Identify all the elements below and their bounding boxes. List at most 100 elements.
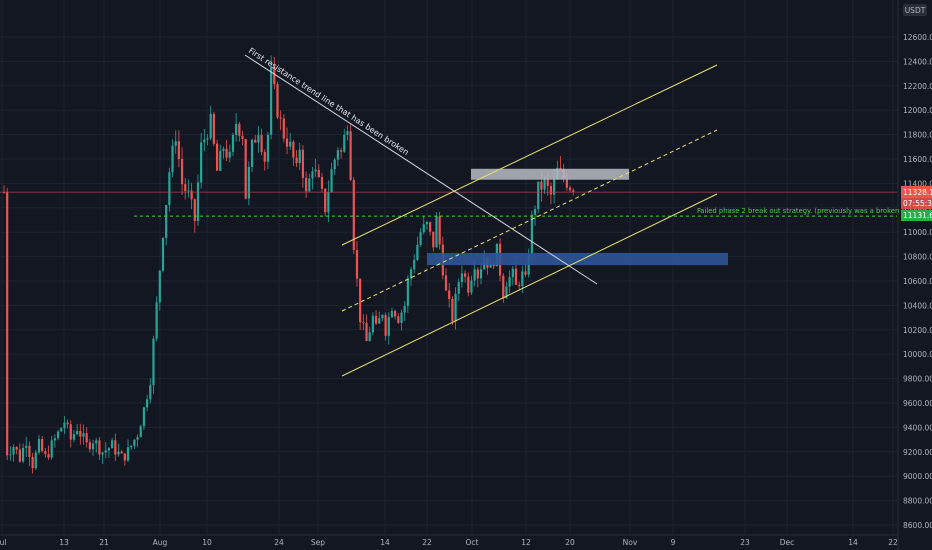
candle-body	[174, 141, 177, 146]
candle-body	[34, 452, 37, 469]
x-tick-label: 12	[521, 538, 531, 547]
candle-body	[317, 169, 320, 178]
candle-body	[18, 449, 21, 462]
channel-lower-line	[341, 193, 718, 377]
x-tick-label: 14	[380, 538, 390, 547]
candle-body	[28, 445, 31, 457]
candle-body	[142, 407, 146, 427]
candle-body	[60, 428, 63, 432]
current-price-label: 11328.19	[903, 188, 932, 197]
candle-body	[273, 66, 276, 85]
candle-body	[155, 302, 158, 339]
candle-body	[254, 139, 257, 143]
candle-body	[518, 284, 521, 287]
candle-body	[546, 178, 549, 186]
candle-body	[289, 141, 292, 147]
candle-body	[180, 159, 184, 185]
y-tick-label: 10400.00	[903, 301, 932, 310]
candle-body	[168, 172, 171, 206]
candle-body	[327, 192, 330, 213]
candle-body	[209, 113, 212, 139]
candle-body	[126, 447, 130, 461]
candle-body	[473, 269, 476, 281]
candle-body	[505, 286, 508, 299]
candle-body	[12, 446, 15, 455]
candle-body	[314, 169, 317, 172]
x-tick-label: 20	[565, 538, 575, 547]
candle-body	[244, 138, 247, 199]
candle-body	[219, 150, 222, 171]
candle-body	[438, 216, 441, 245]
current-price-badge	[901, 186, 932, 198]
candle-body	[432, 231, 435, 248]
x-tick-label: 24	[274, 538, 284, 547]
x-tick-label: 9	[671, 538, 676, 547]
candle-body	[502, 275, 505, 299]
candle-body	[184, 184, 187, 191]
candle-body	[47, 454, 50, 458]
candle-body	[50, 440, 53, 458]
y-tick-label: 11000.00	[903, 228, 932, 237]
candle-body	[282, 118, 285, 139]
candle-body	[88, 442, 91, 450]
candle-body	[448, 290, 451, 300]
candle-body	[333, 159, 336, 170]
candle-body	[470, 280, 473, 293]
candle-body	[400, 312, 403, 323]
candle-body	[235, 123, 238, 135]
x-tick-label: 22	[422, 538, 432, 547]
candle-body	[457, 282, 460, 294]
candle-body	[187, 190, 190, 192]
x-tick-label: Dec	[780, 538, 795, 547]
candle-body	[69, 424, 72, 440]
candle-body	[454, 293, 457, 322]
currency-badge[interactable]	[903, 4, 927, 16]
candle-body	[171, 145, 174, 173]
candle-body	[279, 117, 282, 119]
candle-body	[31, 456, 34, 469]
candle-body	[9, 454, 12, 456]
candle-body	[228, 151, 231, 158]
x-tick-label: 21	[99, 538, 109, 547]
candle-body	[384, 314, 387, 336]
candle-body	[152, 338, 155, 386]
candle-body	[196, 182, 200, 222]
y-tick-label: 9600.00	[903, 399, 932, 408]
candle-body	[359, 278, 362, 323]
candle-body	[568, 187, 572, 191]
candle-body	[117, 451, 120, 455]
candle-body	[85, 433, 88, 443]
candle-body	[241, 135, 244, 139]
y-tick-label: 8800.00	[903, 497, 932, 506]
candle-body	[200, 142, 203, 183]
candle-body	[41, 439, 44, 452]
candle-body	[425, 222, 429, 225]
candle-body	[231, 134, 235, 152]
candle-body	[37, 439, 41, 453]
candle-body	[324, 188, 327, 213]
candle-body	[101, 452, 104, 455]
y-tick-label: 12000.00	[903, 106, 932, 115]
candle-body	[44, 451, 47, 455]
candle-body	[368, 332, 371, 342]
candle-body	[79, 430, 82, 437]
candle-body	[467, 276, 470, 293]
candle-body	[387, 317, 390, 336]
candle-body	[346, 131, 349, 135]
candle-body	[95, 440, 98, 444]
x-tick-label: 13	[59, 538, 69, 547]
candle-body	[352, 179, 355, 251]
candle-body	[130, 445, 133, 448]
y-tick-label: 9000.00	[903, 472, 932, 481]
x-tick-label: 14	[848, 538, 858, 547]
candle-body	[390, 311, 394, 318]
candle-body	[6, 192, 9, 456]
countdown-label: 07:55:32	[903, 199, 932, 208]
candle-body	[247, 166, 250, 199]
y-tick-label: 12400.00	[903, 57, 932, 66]
candle-body	[161, 237, 165, 271]
candle-body	[53, 438, 56, 441]
candle-body	[146, 399, 149, 408]
